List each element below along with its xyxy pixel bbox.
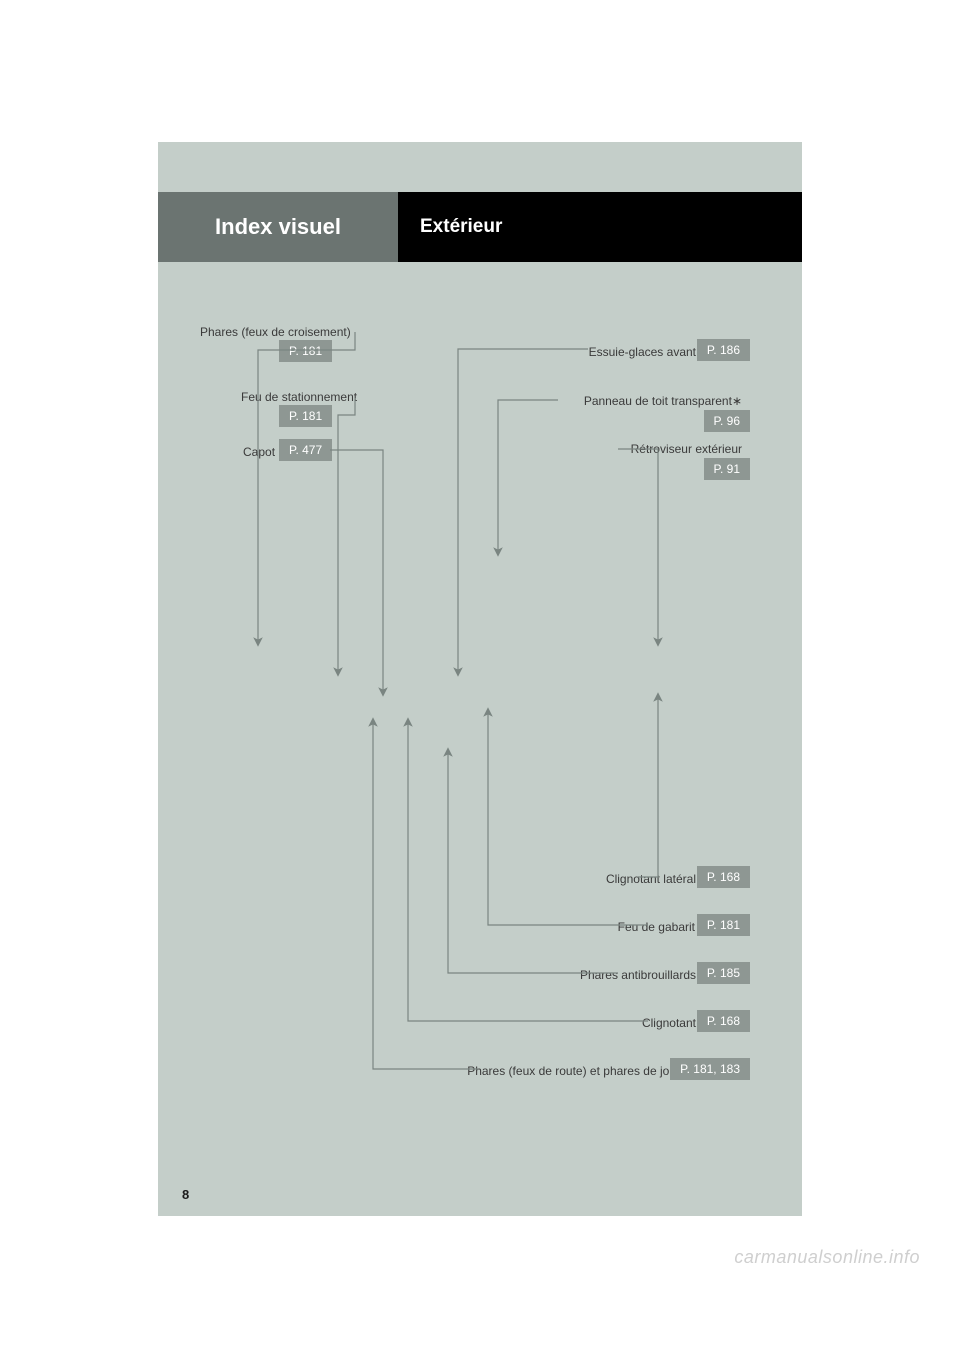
- pageref-clignotant[interactable]: P. 168: [697, 1010, 750, 1032]
- label-feu-stationnement: Feu de stationnement: [241, 390, 357, 404]
- watermark: carmanualsonline.info: [734, 1247, 920, 1268]
- pageref-phares-route[interactable]: P. 181, 183: [670, 1058, 750, 1080]
- label-panneau-toit: Panneau de toit transparent∗: [584, 394, 742, 408]
- label-panneau-toit-text: Panneau de toit transparent: [584, 394, 732, 408]
- pageref-phares-antibrouillards[interactable]: P. 185: [697, 962, 750, 984]
- pageref-phares-croisement[interactable]: P. 181: [279, 340, 332, 362]
- asterisk-icon: ∗: [732, 394, 742, 408]
- header-title-left: Index visuel: [158, 192, 398, 262]
- pageref-capot[interactable]: P. 477: [279, 439, 332, 461]
- label-phares-route: Phares (feux de route) et phares de jour: [467, 1064, 680, 1078]
- label-phares-antibrouillards: Phares antibrouillards: [580, 968, 696, 982]
- label-phares-croisement: Phares (feux de croisement): [200, 325, 351, 339]
- pageref-panneau-toit[interactable]: P. 96: [704, 410, 750, 432]
- pageref-clignotant-lateral[interactable]: P. 168: [697, 866, 750, 888]
- label-capot: Capot: [243, 445, 275, 459]
- pageref-retroviseur[interactable]: P. 91: [704, 458, 750, 480]
- label-feu-gabarit: Feu de gabarit: [618, 920, 695, 934]
- label-retroviseur: Rétroviseur extérieur: [631, 442, 742, 456]
- pageref-essuie-glaces[interactable]: P. 186: [697, 339, 750, 361]
- manual-page: Index visuel Extérieur Phares (feux de c…: [158, 142, 802, 1216]
- leader-lines: [158, 142, 802, 1216]
- label-essuie-glaces: Essuie-glaces avant: [589, 345, 696, 359]
- page-header: Index visuel Extérieur: [158, 192, 802, 262]
- pageref-feu-gabarit[interactable]: P. 181: [697, 914, 750, 936]
- header-title-right: Extérieur: [398, 192, 802, 262]
- page-number: 8: [182, 1187, 189, 1202]
- label-clignotant: Clignotant: [642, 1016, 696, 1030]
- label-clignotant-lateral: Clignotant latéral: [606, 872, 696, 886]
- pageref-feu-stationnement[interactable]: P. 181: [279, 405, 332, 427]
